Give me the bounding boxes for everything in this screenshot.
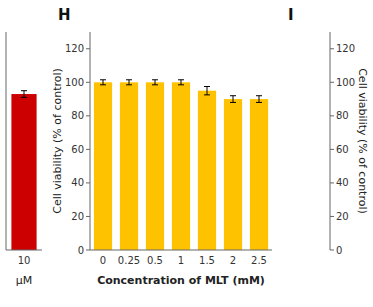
y-axis-label: Cell viability (% of control) <box>356 68 369 214</box>
y-axis-line <box>90 32 91 250</box>
x-tick-label: 10 <box>18 255 31 266</box>
error-cap <box>230 95 236 96</box>
y-axis-line <box>330 32 331 250</box>
error-line <box>207 87 208 95</box>
error-bar <box>204 87 210 95</box>
error-bar <box>230 96 236 103</box>
y-tick-label: 20 <box>71 211 84 222</box>
y-tick-label: 60 <box>336 144 349 155</box>
y-tick <box>330 82 334 83</box>
error-bar <box>256 96 262 103</box>
y-axis-line <box>6 32 7 250</box>
error-cap <box>152 79 158 80</box>
error-cap <box>126 84 132 85</box>
panel-label: I <box>288 6 294 24</box>
error-cap <box>230 102 236 103</box>
y-tick-label: 0 <box>78 245 84 256</box>
y-tick-label: 100 <box>65 77 84 88</box>
y-tick-label: 80 <box>71 110 84 121</box>
y-tick <box>330 250 334 251</box>
y-tick-label: 0 <box>336 245 342 256</box>
error-line <box>129 80 130 85</box>
y-tick-label: 60 <box>71 144 84 155</box>
y-tick-label: 100 <box>336 77 355 88</box>
y-tick <box>86 182 90 183</box>
x-tick-label: 1.5 <box>199 255 215 266</box>
y-tick-label: 40 <box>336 177 349 188</box>
panel: 0 0.25 0.5 1 1.5 2 2.5 0 20 40 60 80 100 120 Cell viab… <box>51 6 272 287</box>
y-tick <box>330 182 334 183</box>
x-axis-label: μM <box>16 274 33 287</box>
y-axis-label: Cell viability (% of control) <box>51 68 64 214</box>
bar <box>94 82 112 250</box>
error-line <box>259 96 260 103</box>
bar <box>198 91 216 250</box>
x-axis-label: Concentration of MLT (mM) <box>97 274 265 287</box>
x-axis-line <box>90 250 272 251</box>
y-tick <box>86 149 90 150</box>
error-cap <box>256 102 262 103</box>
error-cap <box>204 94 210 95</box>
bar <box>250 99 268 250</box>
error-bar <box>126 80 132 85</box>
y-tick <box>330 149 334 150</box>
bar <box>172 82 190 250</box>
bar <box>146 82 164 250</box>
y-tick <box>330 115 334 116</box>
x-tick-label: 2 <box>230 255 236 266</box>
bars <box>11 91 36 250</box>
error-bar <box>21 91 27 98</box>
chart-root: 10 μM 0 0.25 0.5 1 1.5 2 2.5 0 20 40 60 80 100 120 Cell … <box>0 0 373 307</box>
x-tick-label: 2.5 <box>251 255 267 266</box>
y-tick <box>330 48 334 49</box>
y-tick-label: 20 <box>336 211 349 222</box>
y-tick <box>330 216 334 217</box>
error-line <box>24 91 25 98</box>
error-line <box>103 80 104 85</box>
panel-label: H <box>58 6 71 24</box>
x-tick-label: 0.25 <box>118 255 140 266</box>
error-cap <box>204 86 210 87</box>
error-cap <box>100 79 106 80</box>
y-tick-label: 40 <box>71 177 84 188</box>
y-tick-label: 120 <box>336 43 355 54</box>
error-bar <box>100 80 106 85</box>
x-tick-label: 0 <box>100 255 106 266</box>
error-line <box>155 80 156 85</box>
y-tick <box>86 115 90 116</box>
y-tick <box>86 82 90 83</box>
y-tick <box>86 48 90 49</box>
y-tick <box>86 250 90 251</box>
error-bar <box>152 80 158 85</box>
error-cap <box>126 79 132 80</box>
y-tick <box>86 216 90 217</box>
error-cap <box>21 90 27 91</box>
bar <box>120 82 138 250</box>
error-cap <box>100 84 106 85</box>
error-cap <box>21 97 27 98</box>
panel: 10 μM <box>6 32 42 287</box>
error-cap <box>178 84 184 85</box>
bar <box>224 99 242 250</box>
x-tick-label: 1 <box>178 255 184 266</box>
error-cap <box>152 84 158 85</box>
error-line <box>181 80 182 85</box>
y-tick-label: 80 <box>336 110 349 121</box>
x-tick-label: 0.5 <box>147 255 163 266</box>
error-cap <box>178 79 184 80</box>
panel: 0 20 40 60 80 100 120 Cell viability (% of cont… <box>288 6 369 256</box>
bars <box>94 80 268 250</box>
error-cap <box>256 95 262 96</box>
x-axis-line <box>6 250 42 251</box>
y-tick-label: 120 <box>65 43 84 54</box>
error-bar <box>178 80 184 85</box>
error-line <box>233 96 234 103</box>
bar <box>11 94 36 250</box>
